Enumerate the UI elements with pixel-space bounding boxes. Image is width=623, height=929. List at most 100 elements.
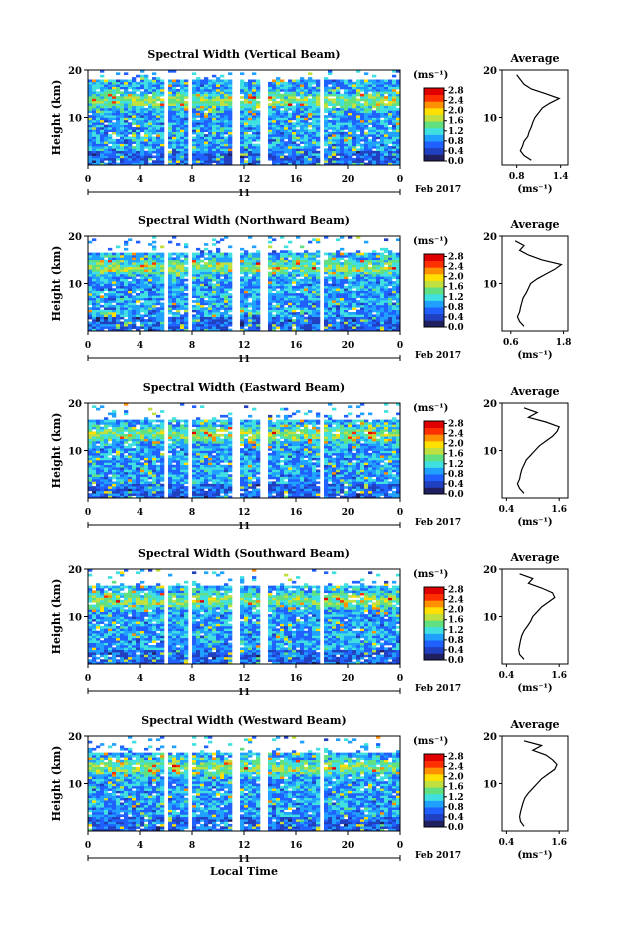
heatmap-cell [172, 153, 177, 156]
heatmap-cell [152, 96, 157, 99]
heatmap-cell [336, 103, 341, 106]
heatmap-cell [92, 457, 97, 461]
heatmap-cell [392, 262, 397, 265]
heatmap-cell [276, 323, 281, 327]
heatmap-cell [332, 105, 337, 109]
heatmap-cell [244, 293, 249, 296]
heatmap-cell [180, 79, 185, 83]
heatmap-cell [180, 143, 185, 147]
heatmap-cell [324, 290, 329, 294]
heatmap-cell [364, 316, 369, 320]
heatmap-cell [332, 285, 337, 289]
heatmap-cell [340, 143, 345, 147]
heatmap-cell [224, 297, 229, 301]
heatmap-cell [368, 157, 373, 161]
heatmap-cell [192, 290, 197, 294]
heatmap-cell [132, 309, 137, 313]
heatmap-cell [216, 293, 221, 296]
heatmap-cell [328, 138, 333, 142]
heatmap-cell [100, 93, 105, 97]
heatmap-cell [336, 79, 341, 83]
heatmap-cell [368, 302, 373, 306]
heatmap-cell [224, 98, 229, 102]
heatmap-cell [240, 96, 245, 99]
heatmap-cell [88, 452, 93, 456]
heatmap-cell [392, 276, 397, 280]
heatmap-cell [332, 79, 337, 83]
panel-title: Spectral Width (Eastward Beam) [143, 381, 345, 394]
heatmap-cell [392, 141, 397, 144]
heatmap-cell [280, 155, 285, 159]
heatmap-cell [304, 160, 309, 163]
heatmap-cell [184, 134, 189, 137]
heatmap-cell [168, 300, 173, 303]
heatmap-cell [88, 262, 93, 265]
heatmap-cell [340, 146, 345, 149]
heatmap-cell [108, 323, 113, 327]
heatmap-cell [388, 302, 393, 306]
heatmap-cell [92, 127, 97, 130]
heatmap-cell [272, 148, 277, 152]
heatmap-cell [296, 122, 301, 125]
heatmap-cell [124, 281, 129, 284]
heatmap-cell [144, 77, 149, 80]
heatmap-cell [160, 119, 165, 123]
heatmap-cell [376, 96, 381, 99]
heatmap-cell [308, 271, 313, 275]
heatmap-cell [384, 262, 389, 265]
heatmap-cell [196, 157, 201, 161]
heatmap-cell [328, 302, 333, 306]
heatmap-cell [216, 115, 221, 118]
heatmap-cell [368, 129, 373, 133]
heatmap-cell [380, 160, 385, 163]
heatmap-cell [324, 91, 329, 95]
heatmap-cell [344, 288, 349, 291]
heatmap-cell [252, 314, 257, 318]
heatmap-cell [160, 155, 165, 159]
heatmap-cell [180, 98, 185, 102]
heatmap-cell [288, 274, 293, 277]
heatmap-cell [92, 297, 97, 301]
heatmap-cell [324, 162, 329, 166]
heatmap-cell [216, 138, 221, 142]
heatmap-cell [160, 302, 165, 306]
heatmap-cell [176, 81, 181, 85]
heatmap-cell [280, 236, 285, 239]
heatmap-cell [104, 312, 109, 315]
heatmap-cell [132, 105, 137, 109]
heatmap-cell [96, 138, 101, 142]
heatmap-cell [368, 81, 373, 85]
heatmap-cell [140, 146, 145, 149]
heatmap-cell [388, 86, 393, 90]
heatmap-cell [380, 136, 385, 140]
heatmap-cell [88, 150, 93, 154]
heatmap-cell [316, 112, 321, 116]
heatmap-cell [120, 98, 125, 102]
heatmap-cell [248, 100, 253, 104]
heatmap-cell [140, 257, 145, 261]
heatmap-cell [352, 108, 357, 111]
heatmap-cell [152, 309, 157, 313]
heatmap-cell [336, 138, 341, 142]
heatmap-cell [132, 295, 137, 299]
heatmap-cell [176, 314, 181, 318]
heatmap-cell [100, 108, 105, 111]
heatmap-cell [332, 93, 337, 97]
heatmap-cell [332, 138, 337, 142]
heatmap-cell [340, 122, 345, 125]
heatmap-cell [352, 141, 357, 144]
heatmap-cell [208, 143, 213, 147]
heatmap-cell [92, 326, 97, 329]
heatmap-cell [196, 274, 201, 277]
heatmap-cell [248, 91, 253, 95]
heatmap-cell [132, 274, 137, 277]
heatmap-cell [180, 148, 185, 152]
heatmap-cell [352, 281, 357, 284]
heatmap-cell [176, 138, 181, 142]
heatmap-cell [316, 150, 321, 154]
heatmap-cell [256, 309, 261, 313]
heatmap-cell [172, 110, 177, 114]
heatmap-cell [136, 153, 141, 156]
heatmap-cell [104, 129, 109, 133]
heatmap-cell [304, 98, 309, 102]
